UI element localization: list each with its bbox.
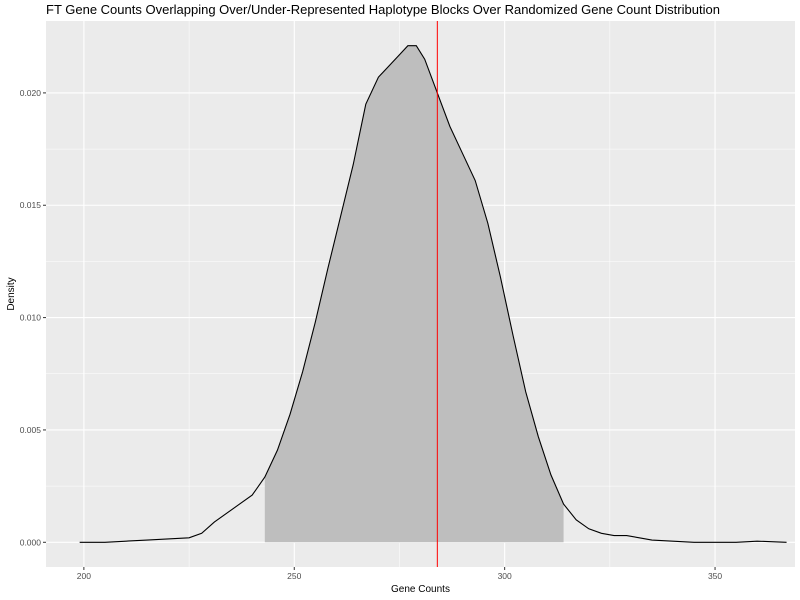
x-tick-label: 300	[498, 571, 512, 581]
axes: 200 250 300 350 0.000 0.005 0.010 0.015 0.020	[20, 88, 723, 581]
x-tick-label: 200	[77, 571, 91, 581]
y-tick-label: 0.005	[20, 425, 42, 435]
y-tick-label: 0.020	[20, 88, 42, 98]
y-axis-title: Density	[6, 277, 17, 310]
shaded-interval-area	[264, 45, 564, 543]
density-curve	[79, 45, 787, 543]
y-tick-label: 0.000	[20, 537, 42, 547]
y-tick-label: 0.015	[20, 200, 42, 210]
x-tick-label: 350	[708, 571, 722, 581]
chart-title: FT Gene Counts Overlapping Over/Under-Re…	[46, 2, 720, 17]
y-tick-label: 0.010	[20, 313, 42, 323]
x-axis-title: Gene Counts	[391, 584, 450, 595]
x-tick-label: 250	[287, 571, 301, 581]
